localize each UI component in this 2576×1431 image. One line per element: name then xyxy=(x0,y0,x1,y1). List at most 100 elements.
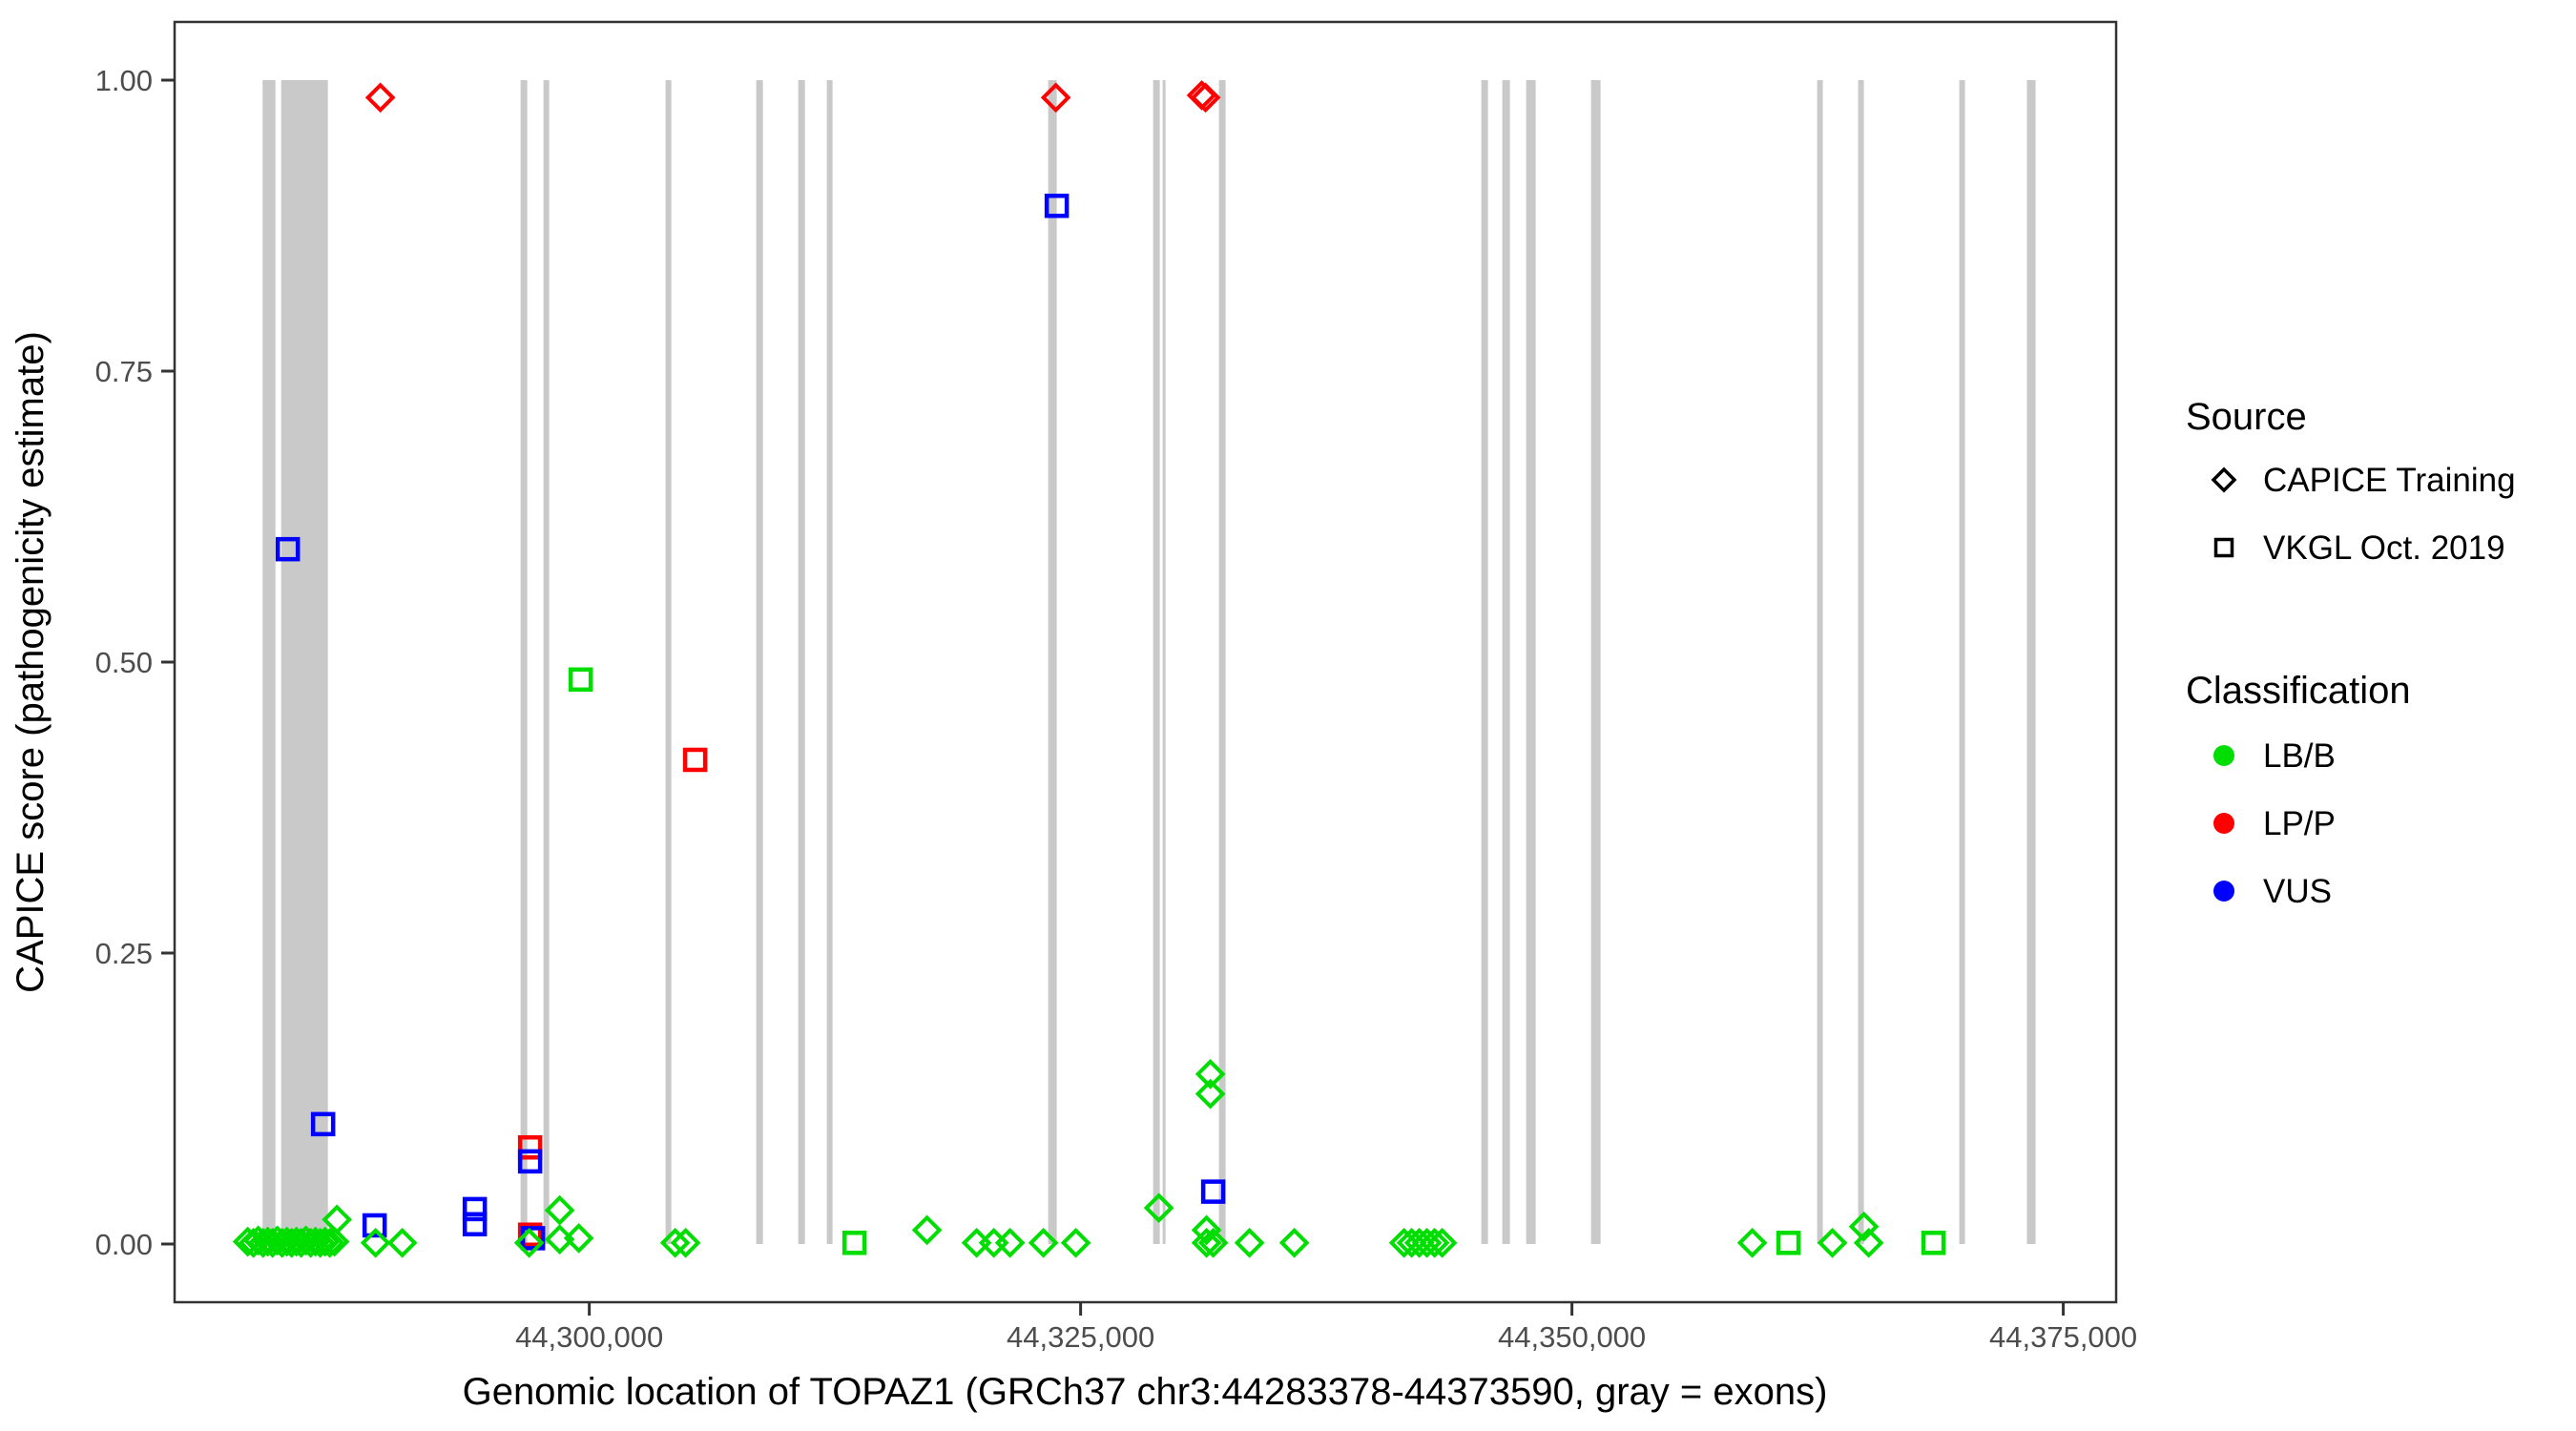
y-axis-title: CAPICE score (pathogenicity estimate) xyxy=(10,331,52,993)
classification-dot-icon xyxy=(2213,881,2234,902)
square-icon xyxy=(2213,537,2234,558)
exon-bar xyxy=(520,80,528,1244)
y-tick-label: 1.00 xyxy=(95,64,153,97)
exon-bar xyxy=(1817,80,1823,1244)
data-point-diamond xyxy=(1197,1227,1229,1258)
data-point-square xyxy=(1921,1231,1946,1255)
exon-bar xyxy=(1481,80,1488,1244)
data-point-square xyxy=(682,747,708,773)
x-axis-title: Genomic location of TOPAZ1 (GRCh37 chr3:… xyxy=(463,1371,1828,1413)
y-tick-label: 0.00 xyxy=(95,1228,153,1261)
legend-classification-items: LB/B LP/P VUS xyxy=(2213,737,2336,910)
x-tick-label: 44,325,000 xyxy=(1007,1320,1154,1354)
exon-bar xyxy=(756,80,763,1244)
exon-bar xyxy=(798,80,805,1244)
x-tick-label: 44,300,000 xyxy=(515,1320,663,1354)
exon-bar xyxy=(1153,80,1160,1244)
exon-bar xyxy=(1218,80,1226,1244)
data-points-layer xyxy=(232,80,1946,1258)
legend-source-title: Source xyxy=(2186,396,2307,438)
data-point-diamond xyxy=(1848,1211,1880,1242)
data-point-diamond xyxy=(1278,1227,1310,1258)
exon-bar xyxy=(1162,80,1166,1244)
data-point-square xyxy=(1776,1231,1801,1255)
data-point-diamond xyxy=(994,1227,1026,1258)
classification-dot-icon xyxy=(2213,813,2234,834)
legend-item-label: VUS xyxy=(2263,873,2332,910)
data-point-diamond xyxy=(304,1227,336,1258)
exon-bar xyxy=(1858,80,1864,1244)
data-point-square xyxy=(517,1222,543,1247)
x-tick-label: 44,350,000 xyxy=(1498,1320,1646,1354)
data-point-diamond xyxy=(1028,1227,1059,1258)
data-point-square xyxy=(517,1149,543,1174)
data-point-diamond xyxy=(309,1226,341,1257)
data-point-diamond xyxy=(1195,1059,1226,1089)
legend: Source CAPICE Training VKGL Oct. 2019 Cla… xyxy=(2186,396,2516,910)
legend-item-label: CAPICE Training xyxy=(2263,462,2516,499)
exon-bar xyxy=(665,80,672,1244)
data-point-diamond xyxy=(563,1223,594,1254)
exon-bar xyxy=(543,80,550,1244)
data-point-diamond xyxy=(1817,1227,1848,1258)
exon-bar xyxy=(262,80,276,1244)
data-point-diamond xyxy=(1426,1227,1458,1258)
data-point-diamond xyxy=(1195,1078,1226,1110)
data-point-diamond xyxy=(961,1227,992,1258)
data-point-diamond xyxy=(1234,1227,1265,1258)
data-point-square xyxy=(1200,1179,1226,1204)
data-point-diamond xyxy=(911,1214,943,1246)
data-point-diamond xyxy=(659,1227,691,1258)
data-point-square xyxy=(275,536,301,562)
data-point-diamond xyxy=(1060,1227,1091,1258)
legend-item-label: LP/P xyxy=(2263,805,2336,842)
data-point-diamond xyxy=(1190,82,1221,114)
y-tick-label: 0.50 xyxy=(95,646,153,679)
data-point-diamond xyxy=(1736,1227,1768,1258)
exon-bar xyxy=(2026,80,2036,1244)
y-tick-label: 0.25 xyxy=(95,937,153,970)
classification-dot-icon xyxy=(2213,745,2234,766)
data-point-diamond xyxy=(322,1204,352,1235)
y-tick-label: 0.75 xyxy=(95,355,153,388)
data-point-diamond xyxy=(978,1227,1009,1258)
exon-bar xyxy=(1959,80,1965,1244)
data-point-square xyxy=(462,1212,488,1237)
data-point-diamond xyxy=(1419,1227,1450,1258)
legend-item-label: VKGL Oct. 2019 xyxy=(2263,529,2505,567)
exon-bar xyxy=(826,80,833,1244)
data-point-square xyxy=(362,1213,387,1238)
data-point-diamond xyxy=(360,1227,391,1258)
panel-border xyxy=(173,20,2118,1304)
exon-bar xyxy=(1590,80,1601,1244)
data-point-diamond xyxy=(1143,1192,1174,1224)
diamond-icon xyxy=(2211,467,2237,493)
data-point-diamond xyxy=(1191,1227,1222,1258)
exon-bar xyxy=(1502,80,1510,1244)
legend-source-items: CAPICE Training VKGL Oct. 2019 xyxy=(2211,462,2516,567)
data-point-square xyxy=(517,1134,543,1160)
data-point-diamond xyxy=(386,1227,418,1258)
data-point-diamond xyxy=(544,1194,575,1226)
data-point-square xyxy=(1044,194,1070,218)
data-point-diamond xyxy=(314,1227,345,1258)
data-point-square xyxy=(462,1196,488,1222)
exon-bar xyxy=(1526,80,1536,1244)
data-point-diamond xyxy=(513,1227,545,1258)
exon-bar xyxy=(280,80,328,1244)
data-point-square xyxy=(568,667,593,693)
data-point-square xyxy=(841,1231,867,1255)
data-point-diamond xyxy=(1191,1214,1222,1246)
legend-classification-title: Classification xyxy=(2186,670,2411,712)
data-point-diamond xyxy=(670,1227,701,1258)
exon-bar xyxy=(1048,80,1057,1244)
data-point-diamond xyxy=(319,1226,350,1257)
exon-bars-layer xyxy=(262,80,2036,1244)
legend-item-label: LB/B xyxy=(2263,737,2336,775)
axis-ticks-layer: 44,300,000 44,325,000 44,350,000 44,375,000… xyxy=(95,64,2138,1354)
data-point-square xyxy=(310,1111,336,1137)
data-point-diamond xyxy=(364,82,396,114)
x-tick-label: 44,375,000 xyxy=(1989,1320,2137,1354)
